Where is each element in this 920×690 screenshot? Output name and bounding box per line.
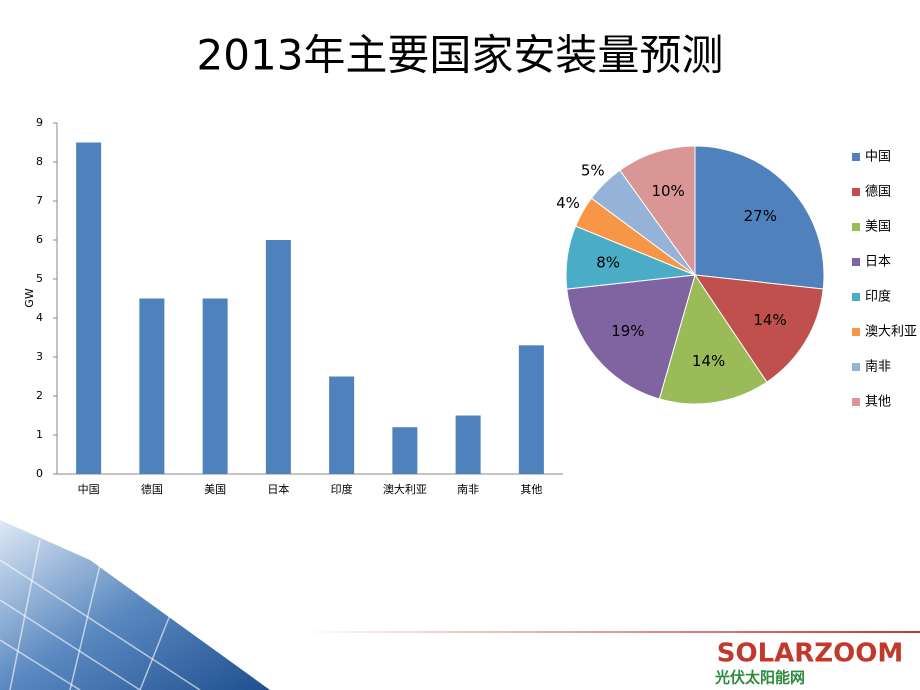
legend-label: 中国 bbox=[865, 150, 891, 165]
pie-value-label: 5% bbox=[581, 162, 605, 180]
x-tick-label: 中国 bbox=[78, 483, 100, 496]
y-tick-label: 6 bbox=[36, 233, 43, 246]
pie-value-label: 8% bbox=[596, 253, 620, 271]
y-axis-label: GW bbox=[23, 288, 36, 308]
bar bbox=[392, 427, 418, 474]
legend-swatch bbox=[852, 188, 860, 196]
x-tick-label: 印度 bbox=[331, 482, 353, 496]
pie-slice bbox=[566, 274, 696, 400]
bar bbox=[76, 142, 102, 474]
legend-label: 澳大利亚 bbox=[865, 324, 917, 340]
slide-title: 2013年主要国家安装量预测 bbox=[197, 31, 724, 80]
y-tick-label: 3 bbox=[36, 350, 43, 363]
x-tick-label: 日本 bbox=[267, 482, 289, 496]
pie-value-label: 4% bbox=[556, 194, 580, 212]
y-tick-label: 4 bbox=[36, 311, 43, 324]
bar bbox=[265, 240, 291, 474]
footer-line bbox=[300, 631, 920, 633]
pie-value-label: 10% bbox=[651, 182, 684, 200]
bar bbox=[202, 298, 228, 474]
x-tick-label: 德国 bbox=[141, 482, 163, 496]
bar bbox=[329, 376, 355, 474]
pie-value-label: 27% bbox=[744, 207, 777, 225]
y-tick-label: 8 bbox=[36, 155, 43, 168]
legend-swatch bbox=[852, 363, 860, 371]
legend-swatch bbox=[852, 153, 860, 161]
pie-slice bbox=[619, 145, 696, 277]
legend-swatch bbox=[852, 398, 860, 406]
legend-swatch bbox=[852, 328, 860, 336]
x-tick-label: 南非 bbox=[457, 483, 479, 496]
legend-label: 南非 bbox=[865, 359, 891, 375]
legend-label: 日本 bbox=[865, 255, 891, 270]
pie-slice bbox=[693, 274, 824, 383]
pie-value-label: 14% bbox=[692, 352, 725, 370]
bar bbox=[518, 345, 544, 474]
y-tick-label: 9 bbox=[36, 116, 43, 129]
pie-value-label: 14% bbox=[753, 311, 786, 329]
legend-swatch bbox=[852, 258, 860, 266]
x-tick-label: 澳大利亚 bbox=[383, 482, 427, 496]
x-tick-label: 美国 bbox=[204, 483, 226, 496]
x-tick-label: 其他 bbox=[520, 483, 542, 496]
y-tick-label: 5 bbox=[36, 272, 43, 285]
bar bbox=[455, 415, 481, 474]
bar bbox=[139, 298, 165, 474]
y-tick-label: 2 bbox=[36, 389, 43, 402]
legend-label: 其他 bbox=[865, 395, 891, 410]
pie-slice bbox=[694, 145, 825, 290]
legend-swatch bbox=[852, 223, 860, 231]
solar-panel-decoration bbox=[0, 520, 270, 690]
legend-label: 印度 bbox=[865, 289, 891, 305]
y-tick-label: 1 bbox=[36, 428, 43, 441]
logo-name: SOLARZOOM bbox=[717, 639, 903, 669]
legend-swatch bbox=[852, 293, 860, 301]
pie-value-label: 19% bbox=[611, 322, 644, 340]
logo-tagline: 光伏太阳能网 bbox=[714, 669, 805, 687]
legend-label: 德国 bbox=[865, 185, 891, 200]
legend-label: 美国 bbox=[865, 220, 891, 235]
y-tick-label: 7 bbox=[36, 194, 43, 207]
y-tick-label: 0 bbox=[36, 467, 43, 480]
